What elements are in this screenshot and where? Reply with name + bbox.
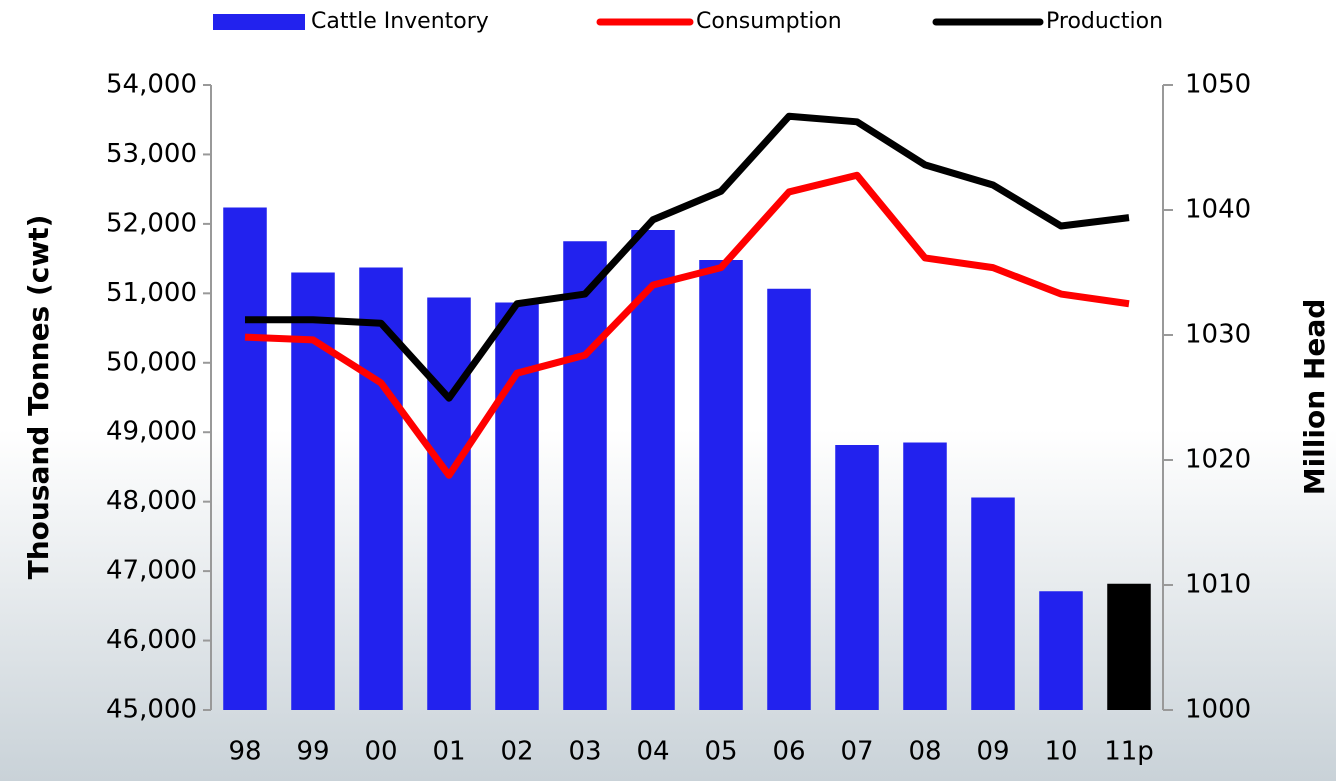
x-tick-label: 02 xyxy=(500,737,533,767)
y2-tick-label: 1050 xyxy=(1185,70,1251,100)
bar xyxy=(359,267,403,710)
y2-tick-label: 1000 xyxy=(1185,695,1251,725)
bar xyxy=(427,297,471,710)
x-tick-label: 06 xyxy=(772,737,805,767)
y-tick-label: 54,000 xyxy=(106,70,197,100)
x-tick-label: 99 xyxy=(296,737,329,767)
y-tick-label: 46,000 xyxy=(106,625,197,655)
bar xyxy=(1107,583,1151,710)
y-tick-label: 51,000 xyxy=(106,278,197,308)
y-axis-label: Thousand Tonnes (cwt) xyxy=(22,215,55,580)
x-tick-label: 11p xyxy=(1104,737,1154,767)
y-tick-label: 50,000 xyxy=(106,347,197,377)
x-tick-label: 03 xyxy=(568,737,601,767)
y-tick-label: 47,000 xyxy=(106,556,197,586)
x-tick-label: 05 xyxy=(704,737,737,767)
bar xyxy=(495,302,539,710)
x-tick-label: 09 xyxy=(976,737,1009,767)
x-tick-label: 08 xyxy=(908,737,941,767)
line xyxy=(244,171,1130,479)
x-tick-label: 04 xyxy=(636,737,669,767)
x-tick-label: 07 xyxy=(840,737,873,767)
legend-label: Consumption xyxy=(696,9,842,34)
y-tick-label: 52,000 xyxy=(106,208,197,238)
y2-tick-label: 1040 xyxy=(1185,195,1251,225)
y-tick-label: 53,000 xyxy=(106,139,197,169)
y-tick-label: 48,000 xyxy=(106,486,197,516)
y-tick-label: 45,000 xyxy=(106,695,197,725)
y2-tick-label: 1020 xyxy=(1185,445,1251,475)
x-tick-label: 01 xyxy=(432,737,465,767)
legend-label: Cattle Inventory xyxy=(311,9,489,34)
y-tick-label: 49,000 xyxy=(106,417,197,447)
bar xyxy=(835,445,879,710)
x-tick-label: 98 xyxy=(228,737,261,767)
bar xyxy=(563,241,607,710)
line xyxy=(245,112,1130,402)
legend-swatch xyxy=(213,14,305,30)
bar xyxy=(699,260,743,710)
bar xyxy=(631,230,675,710)
bar xyxy=(767,288,811,710)
bar xyxy=(971,497,1015,710)
y2-tick-label: 1010 xyxy=(1185,570,1251,600)
bar xyxy=(1039,591,1083,710)
legend-label: Production xyxy=(1046,9,1163,34)
bar xyxy=(223,207,267,710)
x-tick-label: 00 xyxy=(364,737,397,767)
bar xyxy=(903,442,947,710)
x-tick-label: 10 xyxy=(1044,737,1077,767)
y2-axis-label: Million Head xyxy=(1298,299,1331,496)
y2-tick-label: 1030 xyxy=(1185,320,1251,350)
